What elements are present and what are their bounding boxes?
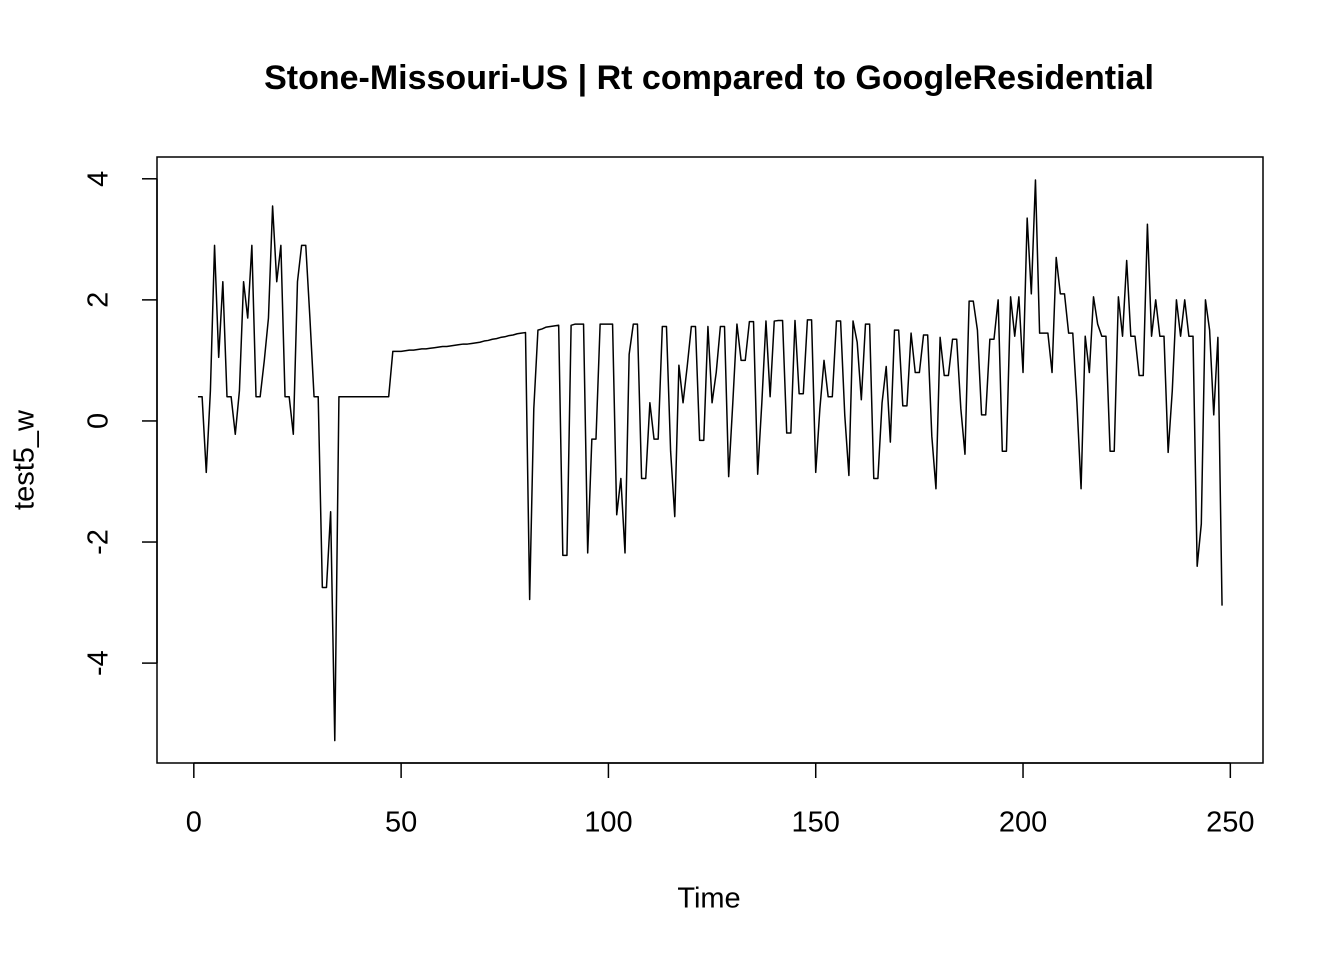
y-axis-label: test5_w — [9, 409, 41, 510]
y-tick-label: 4 — [83, 171, 115, 187]
x-tick-label: 0 — [186, 807, 202, 839]
y-tick-label: 0 — [83, 413, 115, 429]
plot-frame — [156, 156, 1264, 764]
y-tick-label: -4 — [83, 650, 115, 676]
x-tick-label: 200 — [999, 807, 1047, 839]
x-tick-label: 50 — [385, 807, 417, 839]
y-tick-label: -2 — [83, 529, 115, 555]
x-tick-label: 100 — [584, 807, 632, 839]
x-tick-label: 150 — [792, 807, 840, 839]
y-tick-label: 2 — [83, 292, 115, 308]
x-axis-label: Time — [677, 883, 740, 915]
chart-title: Stone-Missouri-US | Rt compared to Googl… — [264, 59, 1154, 97]
data-line — [197, 179, 1223, 742]
x-tick-label: 250 — [1206, 807, 1254, 839]
